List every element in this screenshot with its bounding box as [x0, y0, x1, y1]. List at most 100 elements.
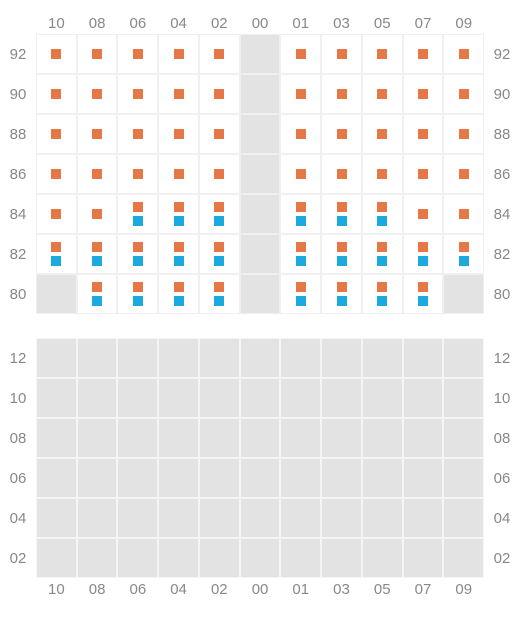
grid-cell[interactable] — [403, 458, 444, 498]
grid-cell[interactable] — [362, 234, 403, 274]
grid-cell[interactable] — [403, 274, 444, 314]
grid-cell[interactable] — [362, 338, 403, 378]
grid-cell[interactable] — [443, 74, 484, 114]
grid-cell[interactable] — [443, 154, 484, 194]
grid-cell[interactable] — [280, 538, 321, 578]
grid-cell[interactable] — [77, 498, 118, 538]
grid-cell[interactable] — [443, 378, 484, 418]
grid-cell[interactable] — [280, 338, 321, 378]
grid-cell[interactable] — [36, 274, 77, 314]
grid-cell[interactable] — [443, 418, 484, 458]
grid-cell[interactable] — [362, 34, 403, 74]
grid-cell[interactable] — [362, 458, 403, 498]
grid-cell[interactable] — [36, 498, 77, 538]
grid-cell[interactable] — [158, 274, 199, 314]
grid-cell[interactable] — [321, 34, 362, 74]
grid-cell[interactable] — [403, 34, 444, 74]
grid-cell[interactable] — [77, 418, 118, 458]
grid-cell[interactable] — [199, 538, 240, 578]
grid-cell[interactable] — [362, 418, 403, 458]
grid-cell[interactable] — [158, 338, 199, 378]
grid-cell[interactable] — [117, 34, 158, 74]
grid-cell[interactable] — [158, 458, 199, 498]
grid-cell[interactable] — [321, 378, 362, 418]
grid-cell[interactable] — [321, 498, 362, 538]
grid-cell[interactable] — [158, 194, 199, 234]
grid-cell[interactable] — [280, 498, 321, 538]
grid-cell[interactable] — [280, 194, 321, 234]
grid-cell[interactable] — [240, 194, 281, 234]
grid-cell[interactable] — [117, 114, 158, 154]
grid-cell[interactable] — [199, 114, 240, 154]
grid-cell[interactable] — [362, 538, 403, 578]
grid-cell[interactable] — [403, 418, 444, 458]
grid-cell[interactable] — [158, 154, 199, 194]
grid-cell[interactable] — [158, 538, 199, 578]
grid-cell[interactable] — [240, 538, 281, 578]
grid-cell[interactable] — [117, 194, 158, 234]
grid-cell[interactable] — [199, 74, 240, 114]
grid-cell[interactable] — [443, 194, 484, 234]
grid-cell[interactable] — [36, 338, 77, 378]
grid-cell[interactable] — [36, 378, 77, 418]
grid-cell[interactable] — [77, 154, 118, 194]
grid-cell[interactable] — [321, 114, 362, 154]
grid-cell[interactable] — [280, 74, 321, 114]
grid-cell[interactable] — [240, 74, 281, 114]
grid-cell[interactable] — [240, 418, 281, 458]
grid-cell[interactable] — [443, 538, 484, 578]
grid-cell[interactable] — [240, 498, 281, 538]
grid-cell[interactable] — [36, 34, 77, 74]
grid-cell[interactable] — [240, 338, 281, 378]
grid-cell[interactable] — [199, 234, 240, 274]
grid-cell[interactable] — [321, 338, 362, 378]
grid-cell[interactable] — [321, 538, 362, 578]
grid-cell[interactable] — [403, 498, 444, 538]
grid-cell[interactable] — [199, 274, 240, 314]
grid-cell[interactable] — [158, 114, 199, 154]
grid-cell[interactable] — [321, 154, 362, 194]
grid-cell[interactable] — [199, 498, 240, 538]
grid-cell[interactable] — [36, 458, 77, 498]
grid-cell[interactable] — [280, 274, 321, 314]
grid-cell[interactable] — [77, 114, 118, 154]
grid-cell[interactable] — [240, 34, 281, 74]
grid-cell[interactable] — [443, 34, 484, 74]
grid-cell[interactable] — [321, 74, 362, 114]
grid-cell[interactable] — [199, 338, 240, 378]
grid-cell[interactable] — [117, 378, 158, 418]
grid-cell[interactable] — [280, 154, 321, 194]
grid-cell[interactable] — [403, 338, 444, 378]
grid-cell[interactable] — [158, 498, 199, 538]
grid-cell[interactable] — [199, 194, 240, 234]
grid-cell[interactable] — [158, 418, 199, 458]
grid-cell[interactable] — [240, 274, 281, 314]
grid-cell[interactable] — [280, 378, 321, 418]
grid-cell[interactable] — [403, 154, 444, 194]
grid-cell[interactable] — [36, 418, 77, 458]
grid-cell[interactable] — [77, 234, 118, 274]
grid-cell[interactable] — [158, 378, 199, 418]
grid-cell[interactable] — [280, 418, 321, 458]
grid-cell[interactable] — [36, 234, 77, 274]
grid-cell[interactable] — [443, 274, 484, 314]
grid-cell[interactable] — [403, 378, 444, 418]
grid-cell[interactable] — [199, 458, 240, 498]
grid-cell[interactable] — [240, 114, 281, 154]
grid-cell[interactable] — [362, 194, 403, 234]
grid-cell[interactable] — [117, 498, 158, 538]
grid-cell[interactable] — [240, 458, 281, 498]
grid-cell[interactable] — [117, 74, 158, 114]
grid-cell[interactable] — [199, 418, 240, 458]
grid-cell[interactable] — [321, 418, 362, 458]
grid-cell[interactable] — [443, 234, 484, 274]
grid-cell[interactable] — [199, 154, 240, 194]
grid-cell[interactable] — [240, 378, 281, 418]
grid-cell[interactable] — [280, 34, 321, 74]
grid-cell[interactable] — [362, 274, 403, 314]
grid-cell[interactable] — [321, 458, 362, 498]
grid-cell[interactable] — [443, 114, 484, 154]
grid-cell[interactable] — [158, 34, 199, 74]
grid-cell[interactable] — [240, 234, 281, 274]
grid-cell[interactable] — [36, 74, 77, 114]
